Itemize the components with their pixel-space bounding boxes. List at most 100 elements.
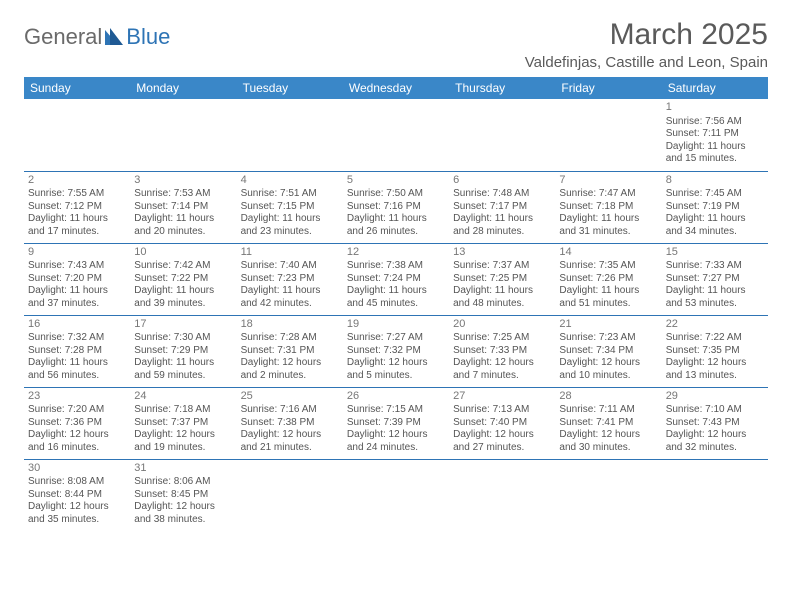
day-sunset: Sunset: 7:26 PM [559, 273, 657, 286]
calendar-cell: 26Sunrise: 7:15 AMSunset: 7:39 PMDayligh… [343, 387, 449, 459]
day-sunrise: Sunrise: 7:20 AM [28, 404, 126, 417]
day-number: 26 [347, 390, 445, 404]
day-number: 22 [666, 318, 764, 332]
day-day1: Daylight: 11 hours [559, 213, 657, 226]
day-info: Sunrise: 8:08 AMSunset: 8:44 PMDaylight:… [28, 476, 126, 526]
day-info: Sunrise: 7:42 AMSunset: 7:22 PMDaylight:… [134, 260, 232, 310]
day-sunset: Sunset: 7:32 PM [347, 345, 445, 358]
calendar-cell [555, 99, 661, 171]
weekday-header: Saturday [662, 77, 768, 99]
day-day2: and 2 minutes. [241, 370, 339, 383]
day-day2: and 51 minutes. [559, 298, 657, 311]
calendar-cell: 10Sunrise: 7:42 AMSunset: 7:22 PMDayligh… [130, 243, 236, 315]
day-day2: and 39 minutes. [134, 298, 232, 311]
day-sunset: Sunset: 7:20 PM [28, 273, 126, 286]
day-number: 13 [453, 246, 551, 260]
day-day1: Daylight: 12 hours [453, 429, 551, 442]
day-number: 1 [666, 101, 764, 115]
day-sunrise: Sunrise: 7:28 AM [241, 332, 339, 345]
day-info: Sunrise: 7:40 AMSunset: 7:23 PMDaylight:… [241, 260, 339, 310]
calendar-cell: 31Sunrise: 8:06 AMSunset: 8:45 PMDayligh… [130, 459, 236, 531]
day-sunset: Sunset: 7:38 PM [241, 417, 339, 430]
calendar-cell: 1Sunrise: 7:56 AMSunset: 7:11 PMDaylight… [662, 99, 768, 171]
day-number: 18 [241, 318, 339, 332]
day-day1: Daylight: 12 hours [134, 429, 232, 442]
calendar-cell: 3Sunrise: 7:53 AMSunset: 7:14 PMDaylight… [130, 171, 236, 243]
day-info: Sunrise: 7:35 AMSunset: 7:26 PMDaylight:… [559, 260, 657, 310]
day-sunrise: Sunrise: 7:48 AM [453, 188, 551, 201]
day-info: Sunrise: 7:45 AMSunset: 7:19 PMDaylight:… [666, 188, 764, 238]
day-day2: and 16 minutes. [28, 442, 126, 455]
day-sunrise: Sunrise: 7:32 AM [28, 332, 126, 345]
brand-part2: Blue [126, 24, 170, 50]
calendar-cell [662, 459, 768, 531]
day-number: 12 [347, 246, 445, 260]
day-info: Sunrise: 7:37 AMSunset: 7:25 PMDaylight:… [453, 260, 551, 310]
day-number: 19 [347, 318, 445, 332]
day-day1: Daylight: 11 hours [28, 285, 126, 298]
day-sunset: Sunset: 7:34 PM [559, 345, 657, 358]
day-day2: and 5 minutes. [347, 370, 445, 383]
calendar-cell: 6Sunrise: 7:48 AMSunset: 7:17 PMDaylight… [449, 171, 555, 243]
day-number: 20 [453, 318, 551, 332]
day-day2: and 32 minutes. [666, 442, 764, 455]
day-sunset: Sunset: 7:43 PM [666, 417, 764, 430]
day-sunrise: Sunrise: 8:08 AM [28, 476, 126, 489]
day-number: 31 [134, 462, 232, 476]
calendar-cell: 12Sunrise: 7:38 AMSunset: 7:24 PMDayligh… [343, 243, 449, 315]
day-number: 5 [347, 174, 445, 188]
calendar-cell: 5Sunrise: 7:50 AMSunset: 7:16 PMDaylight… [343, 171, 449, 243]
day-sunrise: Sunrise: 7:13 AM [453, 404, 551, 417]
day-info: Sunrise: 7:30 AMSunset: 7:29 PMDaylight:… [134, 332, 232, 382]
day-sunrise: Sunrise: 7:35 AM [559, 260, 657, 273]
day-sunset: Sunset: 7:19 PM [666, 201, 764, 214]
calendar-row: 9Sunrise: 7:43 AMSunset: 7:20 PMDaylight… [24, 243, 768, 315]
day-sunrise: Sunrise: 7:10 AM [666, 404, 764, 417]
calendar-cell: 27Sunrise: 7:13 AMSunset: 7:40 PMDayligh… [449, 387, 555, 459]
day-info: Sunrise: 7:23 AMSunset: 7:34 PMDaylight:… [559, 332, 657, 382]
day-day1: Daylight: 12 hours [666, 429, 764, 442]
day-sunrise: Sunrise: 7:23 AM [559, 332, 657, 345]
day-number: 10 [134, 246, 232, 260]
day-day1: Daylight: 12 hours [28, 501, 126, 514]
day-day2: and 38 minutes. [134, 514, 232, 527]
calendar-cell: 8Sunrise: 7:45 AMSunset: 7:19 PMDaylight… [662, 171, 768, 243]
day-day1: Daylight: 11 hours [666, 213, 764, 226]
day-info: Sunrise: 7:11 AMSunset: 7:41 PMDaylight:… [559, 404, 657, 454]
day-info: Sunrise: 7:28 AMSunset: 7:31 PMDaylight:… [241, 332, 339, 382]
weekday-header: Friday [555, 77, 661, 99]
day-day2: and 17 minutes. [28, 226, 126, 239]
calendar-cell [343, 459, 449, 531]
day-info: Sunrise: 7:53 AMSunset: 7:14 PMDaylight:… [134, 188, 232, 238]
day-day1: Daylight: 11 hours [666, 285, 764, 298]
calendar-cell: 4Sunrise: 7:51 AMSunset: 7:15 PMDaylight… [237, 171, 343, 243]
day-sunset: Sunset: 7:17 PM [453, 201, 551, 214]
calendar-cell: 22Sunrise: 7:22 AMSunset: 7:35 PMDayligh… [662, 315, 768, 387]
calendar-cell [449, 99, 555, 171]
day-sunrise: Sunrise: 7:38 AM [347, 260, 445, 273]
sail-icon [104, 28, 124, 46]
day-day2: and 26 minutes. [347, 226, 445, 239]
day-sunrise: Sunrise: 7:16 AM [241, 404, 339, 417]
calendar-cell: 28Sunrise: 7:11 AMSunset: 7:41 PMDayligh… [555, 387, 661, 459]
calendar-cell: 30Sunrise: 8:08 AMSunset: 8:44 PMDayligh… [24, 459, 130, 531]
day-number: 2 [28, 174, 126, 188]
day-info: Sunrise: 7:32 AMSunset: 7:28 PMDaylight:… [28, 332, 126, 382]
day-day2: and 37 minutes. [28, 298, 126, 311]
day-day1: Daylight: 11 hours [559, 285, 657, 298]
day-sunset: Sunset: 7:37 PM [134, 417, 232, 430]
calendar-cell [343, 99, 449, 171]
day-day2: and 30 minutes. [559, 442, 657, 455]
day-day1: Daylight: 12 hours [241, 429, 339, 442]
day-day2: and 15 minutes. [666, 153, 764, 166]
day-day1: Daylight: 12 hours [559, 429, 657, 442]
day-sunset: Sunset: 7:12 PM [28, 201, 126, 214]
day-day2: and 7 minutes. [453, 370, 551, 383]
day-sunrise: Sunrise: 7:53 AM [134, 188, 232, 201]
day-sunrise: Sunrise: 7:45 AM [666, 188, 764, 201]
calendar-cell: 29Sunrise: 7:10 AMSunset: 7:43 PMDayligh… [662, 387, 768, 459]
day-sunset: Sunset: 7:11 PM [666, 128, 764, 141]
day-number: 11 [241, 246, 339, 260]
day-info: Sunrise: 7:22 AMSunset: 7:35 PMDaylight:… [666, 332, 764, 382]
calendar-row: 16Sunrise: 7:32 AMSunset: 7:28 PMDayligh… [24, 315, 768, 387]
